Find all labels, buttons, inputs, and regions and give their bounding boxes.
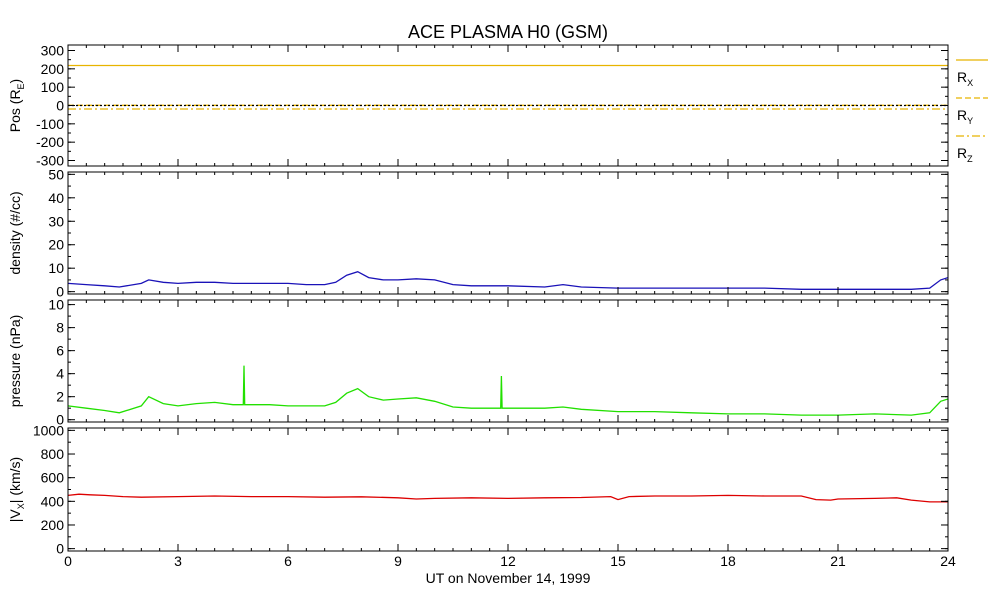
x-tick-labels: 0 3 6 9 12 15 18 21 24 (64, 553, 956, 569)
panel-2-frame (67, 171, 949, 295)
legend-label-sub: X (967, 78, 973, 88)
y-tick-label: 4 (56, 366, 64, 382)
panel-4: 1000 800 600 400 200 0 |VX| (km/s) (7, 422, 949, 557)
legend-label-base: R (957, 145, 967, 161)
y-tick-label: 10 (48, 297, 64, 313)
x-tick-label: 21 (830, 553, 846, 569)
x-tick-label: 15 (610, 553, 626, 569)
y-axis-label: density (#/cc) (7, 191, 23, 274)
y-tick-label: 10 (48, 260, 64, 276)
y-axis-label-base: |V (7, 509, 23, 523)
y-axis-label: Pos (RE) (7, 79, 26, 132)
y-tick-label: 200 (41, 61, 65, 77)
panel-4-series (68, 493, 948, 503)
y-tick-label: -200 (36, 134, 64, 150)
chart-title: ACE PLASMA H0 (GSM) (408, 22, 608, 42)
series-density-line (68, 270, 948, 290)
y-tick-label: 50 (48, 166, 64, 182)
y-axis-label-end: | (km/s) (7, 457, 23, 503)
y-tick-label: 0 (56, 284, 64, 300)
legend-label-sub: Z (967, 154, 973, 164)
x-tick-label: 9 (394, 553, 402, 569)
legend-label-base: R (957, 69, 967, 85)
y-tick-label: 200 (41, 517, 65, 533)
y-axis-label: |VX| (km/s) (7, 457, 26, 522)
panel-2: 50 40 30 20 10 0 density (#/cc) (7, 166, 949, 300)
y-axis-label-sub: E (16, 83, 26, 89)
y-tick-label: 300 (41, 43, 65, 59)
x-tick-label: 24 (940, 553, 956, 569)
y-tick-label: 40 (48, 190, 64, 206)
y-axis-label-end: ) (7, 79, 23, 84)
panel-1: 300 200 100 0 -100 -200 -300 Pos (RE) (7, 43, 949, 169)
x-tick-label: 12 (500, 553, 516, 569)
y-tick-label: 6 (56, 343, 64, 359)
y-tick-label: 400 (41, 493, 65, 509)
y-tick-label: 20 (48, 237, 64, 253)
legend-label: RZ (957, 145, 973, 164)
x-tick-label: 6 (284, 553, 292, 569)
legend-label: RX (957, 69, 973, 88)
y-tick-label: -300 (36, 153, 64, 169)
y-axis-label-base: Pos (R (7, 89, 23, 132)
legend-label-sub: Y (967, 116, 973, 126)
panel-3-series (68, 365, 948, 416)
x-tick-label: 3 (174, 553, 182, 569)
y-tick-label: 1000 (33, 422, 64, 438)
series-vx-line (68, 493, 948, 503)
y-tick-label: 8 (56, 320, 64, 336)
x-axis-label: UT on November 14, 1999 (426, 570, 591, 586)
legend-label: RY (957, 107, 973, 126)
panel-4-frame (67, 427, 949, 552)
x-tick-label: 0 (64, 553, 72, 569)
y-tick-label: 0 (56, 412, 64, 428)
y-axis-label: pressure (nPa) (7, 315, 23, 408)
y-tick-label: 100 (41, 79, 65, 95)
y-tick-label: 600 (41, 470, 65, 486)
legend-label-base: R (957, 107, 967, 123)
y-tick-label: 0 (56, 98, 64, 114)
y-tick-label: 30 (48, 213, 64, 229)
y-tick-label: 800 (41, 446, 65, 462)
series-pressure-line (68, 365, 948, 416)
y-tick-label: 2 (56, 389, 64, 405)
y-axis-label-sub: X (16, 503, 26, 509)
panel-2-series (68, 270, 948, 290)
y-tick-label: 0 (56, 541, 64, 557)
panel-3: 10 8 6 4 2 0 pressure (nPa) (7, 297, 949, 428)
x-tick-label: 18 (720, 553, 736, 569)
y-tick-label: -100 (36, 116, 64, 132)
panel-1-series (68, 64, 948, 110)
